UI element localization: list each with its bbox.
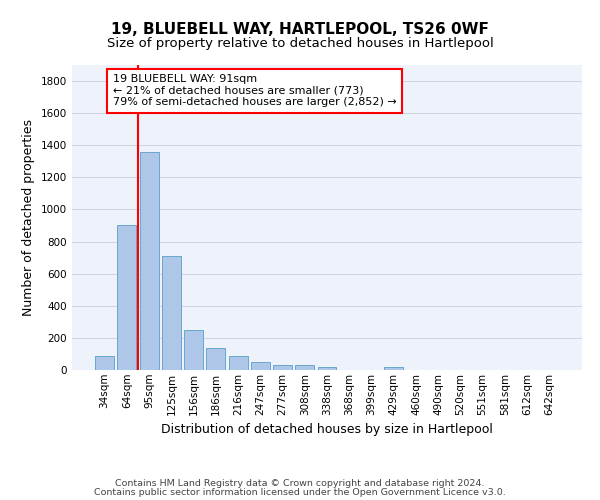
Bar [162, 256, 181, 370]
Text: Contains HM Land Registry data © Crown copyright and database right 2024.: Contains HM Land Registry data © Crown c… [115, 478, 485, 488]
Bar [184, 330, 203, 370]
Bar [206, 348, 225, 370]
Bar [95, 356, 114, 370]
Text: Contains public sector information licensed under the Open Government Licence v3: Contains public sector information licen… [94, 488, 506, 497]
Y-axis label: Number of detached properties: Number of detached properties [22, 119, 35, 316]
Bar [273, 364, 292, 370]
Bar [229, 356, 248, 370]
Bar [317, 367, 337, 370]
Bar [384, 367, 403, 370]
X-axis label: Distribution of detached houses by size in Hartlepool: Distribution of detached houses by size … [161, 423, 493, 436]
Bar [140, 152, 158, 370]
Bar [295, 365, 314, 370]
Text: Size of property relative to detached houses in Hartlepool: Size of property relative to detached ho… [107, 38, 493, 51]
Bar [251, 362, 270, 370]
Text: 19 BLUEBELL WAY: 91sqm
← 21% of detached houses are smaller (773)
79% of semi-de: 19 BLUEBELL WAY: 91sqm ← 21% of detached… [113, 74, 397, 108]
Text: 19, BLUEBELL WAY, HARTLEPOOL, TS26 0WF: 19, BLUEBELL WAY, HARTLEPOOL, TS26 0WF [111, 22, 489, 38]
Bar [118, 224, 136, 370]
